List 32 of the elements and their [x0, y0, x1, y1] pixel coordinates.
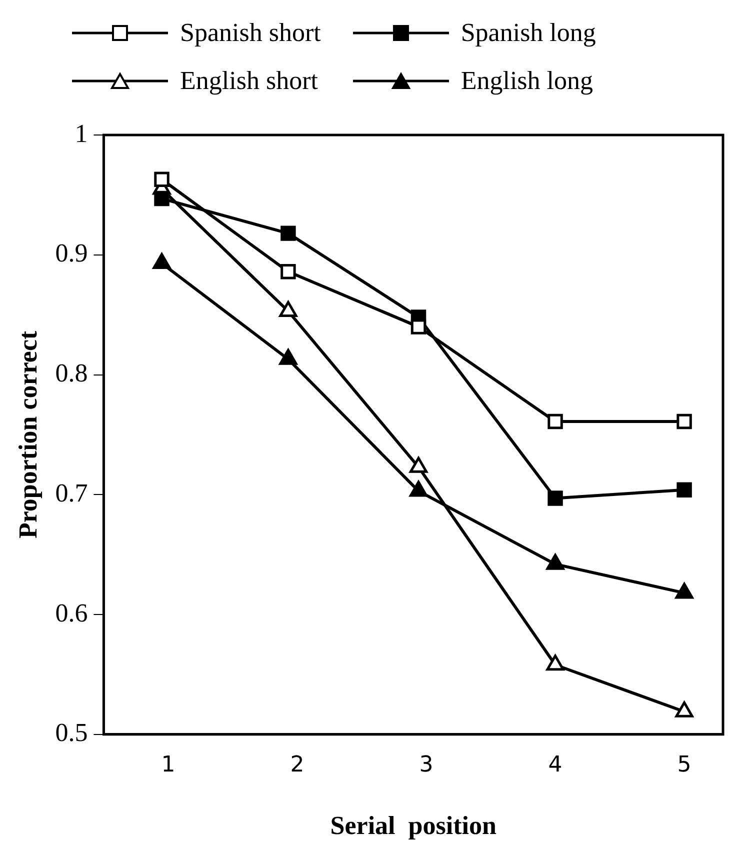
- legend-label: English short: [180, 66, 318, 96]
- point: [280, 264, 296, 280]
- y-axis-title: Proportion correct: [13, 330, 42, 539]
- y-tick-label: 0.5: [55, 718, 88, 748]
- x-tick-label: 3: [419, 752, 434, 778]
- point: [409, 456, 428, 473]
- x-axis-title: Serial position: [330, 811, 497, 840]
- y-tick-label: 0.9: [55, 238, 88, 268]
- legend-label: English long: [460, 66, 594, 96]
- point: [548, 414, 563, 430]
- point: [676, 482, 692, 498]
- legend-label: Spanish long: [460, 18, 596, 48]
- point: [675, 582, 694, 599]
- x-tick-label: 2: [290, 752, 304, 778]
- y-tick-label: 0.6: [55, 598, 88, 628]
- point: [280, 226, 296, 241]
- point: [410, 319, 426, 334]
- x-tick-label: 1: [161, 752, 176, 778]
- point: [546, 554, 564, 570]
- point: [548, 490, 563, 506]
- point: [675, 701, 694, 718]
- y-tick-label: 0.7: [55, 478, 88, 508]
- x-tick-label: 5: [677, 752, 692, 778]
- point: [154, 190, 170, 206]
- point: [676, 414, 692, 430]
- point: [409, 480, 428, 497]
- y-tick-label: 1: [74, 118, 88, 148]
- point: [546, 654, 564, 671]
- legend-label: Spanish short: [180, 18, 321, 48]
- point: [154, 172, 170, 187]
- x-tick-label: 4: [548, 752, 562, 778]
- y-tick-label: 0.8: [55, 358, 88, 388]
